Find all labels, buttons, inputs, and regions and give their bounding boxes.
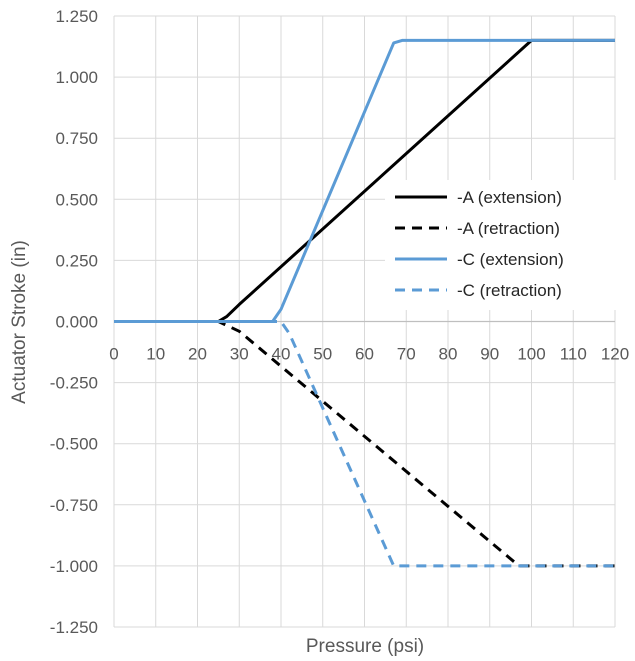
legend-background xyxy=(385,180,617,310)
x-tick-label: 120 xyxy=(601,345,629,364)
y-axis-ticks: 1.250 1.000 0.750 0.500 0.250 0.000 -0.250 -0.5… xyxy=(50,7,98,637)
x-tick-label: 40 xyxy=(272,345,291,364)
x-tick-label: 60 xyxy=(355,345,374,364)
y-tick-label: 1.250 xyxy=(55,7,98,26)
y-tick-label: -0.250 xyxy=(50,374,98,393)
legend-label-c-retraction: -C (retraction) xyxy=(457,281,562,300)
y-tick-label: 0.750 xyxy=(55,129,98,148)
legend: -A (extension) -A (retraction) -C (extensi… xyxy=(385,180,617,310)
x-tick-label: 0 xyxy=(109,345,118,364)
series-line-c-retraction xyxy=(114,320,615,568)
x-tick-label: 80 xyxy=(439,345,458,364)
y-tick-label: -1.250 xyxy=(50,618,98,637)
x-tick-label: 20 xyxy=(188,345,207,364)
series-line-c-extension xyxy=(114,38,615,323)
y-tick-label: 0.250 xyxy=(55,251,98,270)
y-tick-label: 0.000 xyxy=(55,313,98,332)
y-tick-label: 0.500 xyxy=(55,190,98,209)
legend-label-a-retraction: -A (retraction) xyxy=(457,219,560,238)
x-tick-label: 100 xyxy=(517,345,545,364)
x-axis-title: Pressure (psi) xyxy=(306,636,424,657)
x-tick-label: 50 xyxy=(313,345,332,364)
x-axis-ticks: 0 10 20 30 40 50 60 70 80 90 100 110 120 xyxy=(109,345,629,364)
y-tick-label: 1.000 xyxy=(55,68,98,87)
legend-label-a-extension: -A (extension) xyxy=(457,188,562,207)
y-tick-label: -0.500 xyxy=(50,435,98,454)
x-tick-label: 30 xyxy=(230,345,249,364)
y-tick-label: -0.750 xyxy=(50,496,98,515)
y-tick-label: -1.000 xyxy=(50,557,98,576)
x-tick-label: 90 xyxy=(480,345,499,364)
y-axis-title: Actuator Stroke (in) xyxy=(9,240,30,404)
legend-label-c-extension: -C (extension) xyxy=(457,250,564,269)
x-tick-label: 110 xyxy=(560,345,587,364)
series-lines xyxy=(114,38,615,568)
x-tick-label: 70 xyxy=(397,345,416,364)
x-tick-label: 10 xyxy=(146,345,165,364)
